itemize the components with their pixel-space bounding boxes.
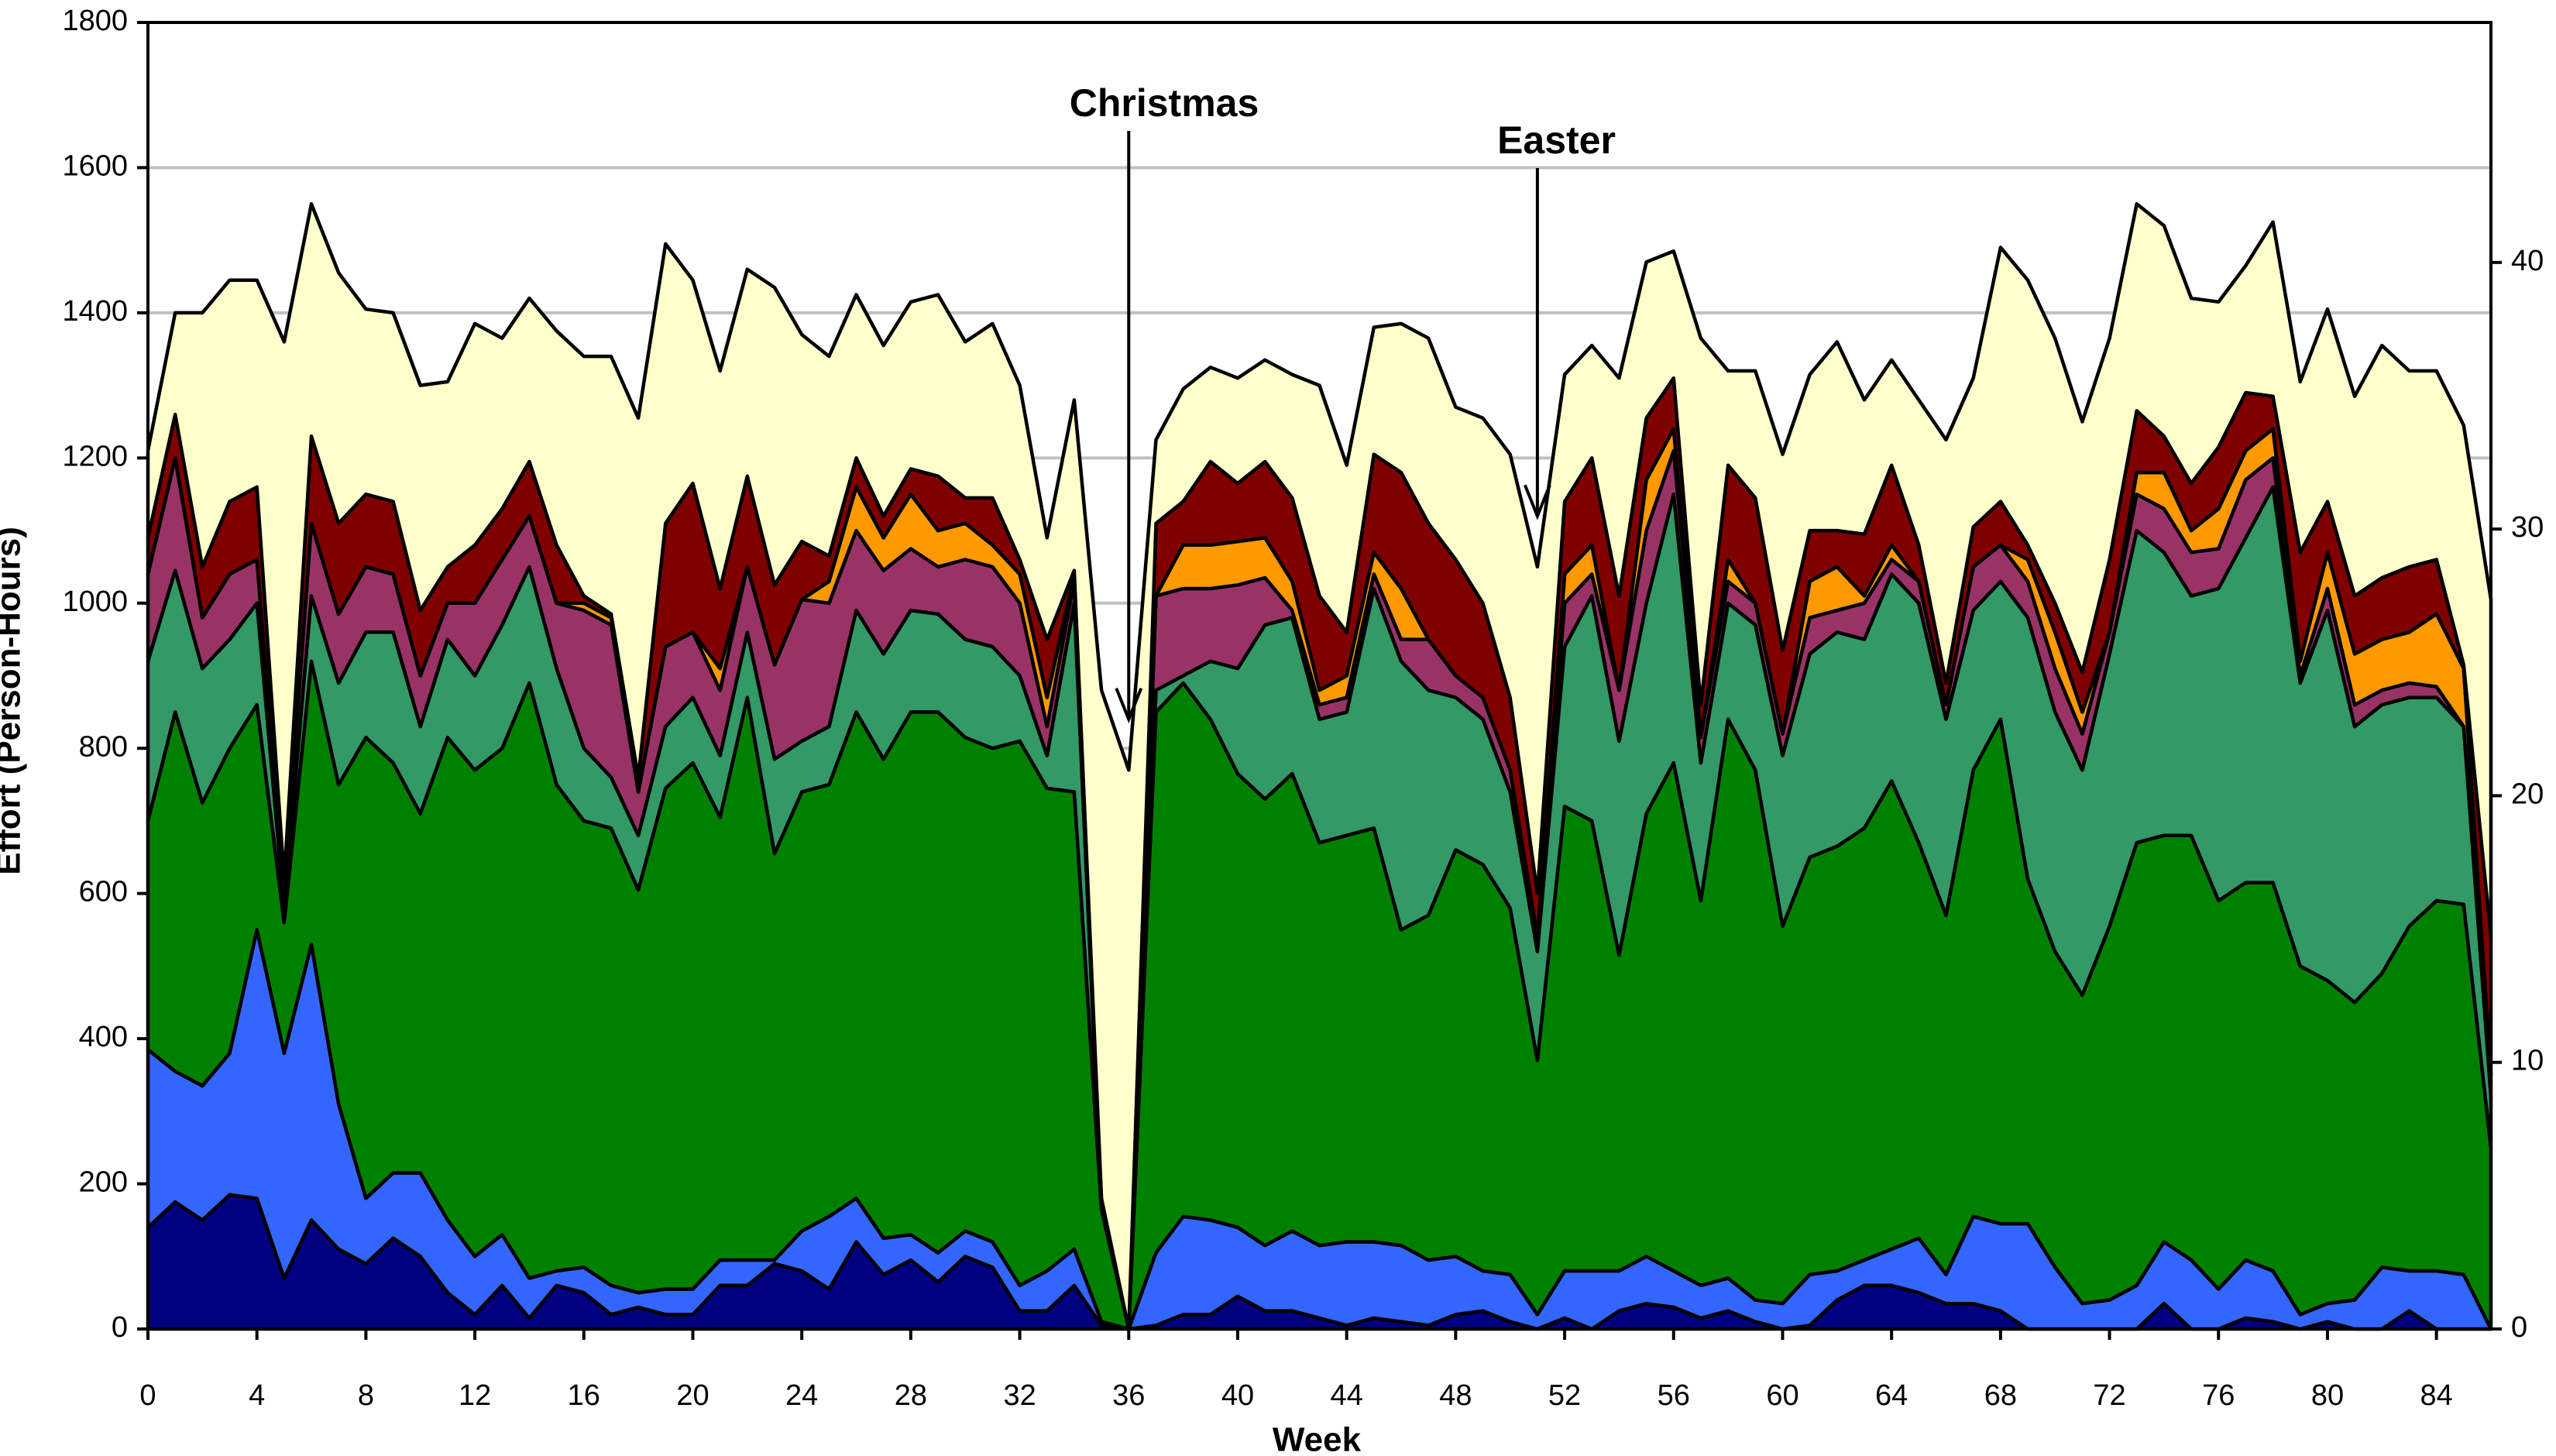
- x-tick-label: 60: [1766, 1379, 1798, 1412]
- y2-tick-label: 20: [2511, 778, 2544, 810]
- x-tick-label: 52: [1548, 1379, 1581, 1412]
- y2-tick-label: 40: [2511, 245, 2544, 277]
- y-tick-label: 1200: [62, 440, 128, 472]
- annotation-label: Christmas: [1070, 81, 1259, 125]
- x-tick-label: 24: [785, 1379, 818, 1412]
- annotation-arrowhead: [1115, 687, 1143, 724]
- y-tick-label: 200: [79, 1166, 128, 1199]
- x-tick-label: 68: [1984, 1379, 2017, 1412]
- x-tick-label: 32: [1003, 1379, 1036, 1412]
- x-tick-label: 44: [1331, 1379, 1363, 1412]
- y2-tick-label: 0: [2511, 1311, 2527, 1344]
- y-tick-label: 1600: [62, 149, 128, 182]
- y2-tick-label: 10: [2511, 1045, 2544, 1077]
- x-tick-label: 8: [358, 1379, 374, 1412]
- y-tick-label: 400: [79, 1021, 128, 1053]
- x-tick-label: 12: [459, 1379, 491, 1412]
- y-tick-label: 800: [79, 730, 128, 763]
- plot-frame: [146, 21, 2492, 1331]
- y-tick-label: 600: [79, 876, 128, 908]
- y-tick-label: 1800: [62, 5, 128, 37]
- y-tick-label: 1400: [62, 295, 128, 328]
- annotation-label: Easter: [1497, 118, 1616, 162]
- x-tick-label: 76: [2202, 1379, 2235, 1412]
- x-tick-label: 64: [1875, 1379, 1908, 1412]
- x-tick-label: 36: [1112, 1379, 1145, 1412]
- y-tick-label: 1000: [62, 585, 128, 618]
- x-tick-label: 16: [568, 1379, 600, 1412]
- x-tick-label: 48: [1439, 1379, 1472, 1412]
- y-tick-label: 0: [112, 1311, 128, 1344]
- x-tick-label: 84: [2420, 1379, 2453, 1412]
- x-tick-label: 40: [1221, 1379, 1254, 1412]
- y2-tick-label: 30: [2511, 511, 2544, 544]
- plot-areas: [146, 202, 2493, 1331]
- annotation-arrowhead: [1524, 484, 1551, 520]
- x-tick-label: 80: [2311, 1379, 2344, 1412]
- x-tick-label: 0: [139, 1379, 156, 1412]
- x-axis-title: Week: [1273, 1421, 1362, 1456]
- x-tick-label: 56: [1658, 1379, 1690, 1412]
- x-tick-label: 4: [249, 1379, 265, 1412]
- x-tick-label: 72: [2093, 1379, 2125, 1412]
- x-tick-label: 28: [895, 1379, 927, 1412]
- axes: 0200400600800100012001400160018000102030…: [62, 5, 2544, 1412]
- x-tick-label: 20: [676, 1379, 709, 1412]
- y-axis-title: Effort (Person-Hours): [0, 527, 28, 875]
